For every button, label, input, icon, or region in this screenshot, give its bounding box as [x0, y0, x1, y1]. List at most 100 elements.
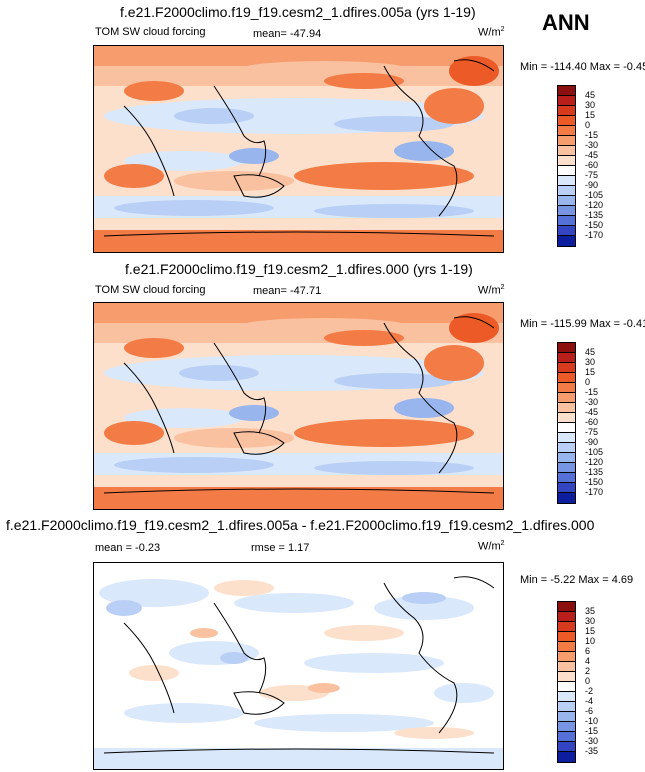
cbar2-swatch — [558, 493, 575, 503]
panel3-title: f.e21.F2000climo.f19_f19.cesm2_1.dfires.… — [6, 517, 595, 533]
cbar3-label: -35 — [585, 746, 599, 756]
cbar2-label: -45 — [585, 407, 599, 417]
cbar2-label: -120 — [585, 457, 604, 467]
panel2-map-svg — [94, 303, 503, 509]
cbar2-label: 15 — [585, 367, 596, 377]
cbar1-label: -105 — [585, 190, 604, 200]
cbar1-swatch — [558, 126, 575, 136]
cbar2-swatch — [558, 353, 575, 363]
cbar3-swatch — [558, 752, 575, 762]
cbar3-swatch — [558, 662, 575, 672]
cbar1-label: -60 — [585, 160, 599, 170]
panel2-minmax: Min = -115.99 Max = -0.41 — [520, 318, 645, 330]
cbar3-swatch — [558, 672, 575, 682]
cbar1-label: -75 — [585, 170, 599, 180]
cbar3-label: -30 — [585, 736, 599, 746]
panel3-map-svg — [94, 563, 503, 769]
cbar2-swatch — [558, 393, 575, 403]
cbar3-swatch — [558, 702, 575, 712]
panel2-title: f.e21.F2000climo.f19_f19.cesm2_1.dfires.… — [125, 261, 473, 277]
cbar3-label: 30 — [585, 616, 596, 626]
cbar2-swatch — [558, 483, 575, 493]
cbar1-swatch — [558, 86, 575, 96]
cbar2-swatch — [558, 443, 575, 453]
cbar2-label: -135 — [585, 467, 604, 477]
cbar3-swatch — [558, 622, 575, 632]
cbar3-label: -10 — [585, 716, 599, 726]
cbar1-swatch — [558, 106, 575, 116]
cbar2-label: -15 — [585, 387, 599, 397]
panel1-units: W/m2 — [478, 26, 505, 39]
panel2-colorbar-boxes — [557, 342, 576, 504]
cbar3-swatch — [558, 652, 575, 662]
panel1-title: f.e21.F2000climo.f19_f19.cesm2_1.dfires.… — [120, 4, 476, 20]
cbar1-swatch — [558, 226, 575, 236]
cbar1-swatch — [558, 146, 575, 156]
cbar3-swatch — [558, 742, 575, 752]
cbar1-label: -150 — [585, 220, 604, 230]
cbar3-label: -4 — [585, 696, 594, 706]
cbar3-swatch — [558, 632, 575, 642]
panel3-rmse: rmse = 1.17 — [251, 542, 310, 554]
panel1-variable: TOM SW cloud forcing — [95, 26, 206, 38]
cbar2-swatch — [558, 463, 575, 473]
cbar2-label: 30 — [585, 357, 596, 367]
panel1-map — [93, 45, 504, 253]
cbar2-label: -60 — [585, 417, 599, 427]
cbar1-swatch — [558, 216, 575, 226]
panel2-mean: mean= -47.71 — [253, 285, 322, 297]
cbar1-label: 0 — [585, 120, 591, 130]
cbar2-swatch — [558, 473, 575, 483]
panel3-mean: mean = -0.23 — [95, 542, 161, 554]
cbar1-label: -90 — [585, 180, 599, 190]
panel3-map — [93, 562, 504, 770]
panel2-map — [93, 302, 504, 510]
cbar2-swatch — [558, 433, 575, 443]
cbar3-swatch — [558, 642, 575, 652]
cbar1-label: 30 — [585, 100, 596, 110]
cbar3-label: 4 — [585, 656, 591, 666]
panel2-colorbar: 45 30 15 0 -15 -30 -45 -60 -75 -90 -105 … — [557, 342, 603, 504]
cbar1-label: 45 — [585, 90, 596, 100]
panel3-minmax: Min = -5.22 Max = 4.69 — [520, 574, 634, 586]
cbar3-swatch — [558, 712, 575, 722]
cbar2-swatch — [558, 453, 575, 463]
cbar3-swatch — [558, 682, 575, 692]
season-label: ANN — [542, 10, 590, 35]
cbar1-label: -30 — [585, 140, 599, 150]
cbar3-swatch — [558, 722, 575, 732]
cbar1-swatch — [558, 136, 575, 146]
cbar1-label: -120 — [585, 200, 604, 210]
cbar1-swatch — [558, 196, 575, 206]
panel1-colorbar-boxes — [557, 85, 576, 247]
panel2-variable: TOM SW cloud forcing — [95, 284, 206, 296]
cbar2-swatch — [558, 363, 575, 373]
cbar2-label: -30 — [585, 397, 599, 407]
cbar1-label: -45 — [585, 150, 599, 160]
cbar1-label: -170 — [585, 230, 604, 240]
cbar1-swatch — [558, 96, 575, 106]
cbar3-label: 15 — [585, 626, 596, 636]
cbar2-swatch — [558, 403, 575, 413]
cbar1-swatch — [558, 206, 575, 216]
cbar1-swatch — [558, 166, 575, 176]
panel1-minmax: Min = -114.40 Max = -0.45 — [520, 61, 645, 73]
cbar1-swatch — [558, 236, 575, 246]
cbar1-label: -135 — [585, 210, 604, 220]
cbar3-label: 35 — [585, 606, 596, 616]
panel1-mean: mean= -47.94 — [253, 28, 322, 40]
cbar1-label: 15 — [585, 110, 596, 120]
cbar2-label: -105 — [585, 447, 604, 457]
cbar3-swatch — [558, 692, 575, 702]
cbar2-label: 0 — [585, 377, 591, 387]
cbar2-swatch — [558, 343, 575, 353]
cbar3-label: 6 — [585, 646, 591, 656]
cbar2-label: -170 — [585, 487, 604, 497]
cbar2-label: -90 — [585, 437, 599, 447]
cbar2-swatch — [558, 373, 575, 383]
cbar3-swatch — [558, 612, 575, 622]
cbar2-label: 45 — [585, 347, 596, 357]
panel2-units: W/m2 — [478, 284, 505, 297]
cbar3-swatch — [558, 732, 575, 742]
cbar1-swatch — [558, 156, 575, 166]
